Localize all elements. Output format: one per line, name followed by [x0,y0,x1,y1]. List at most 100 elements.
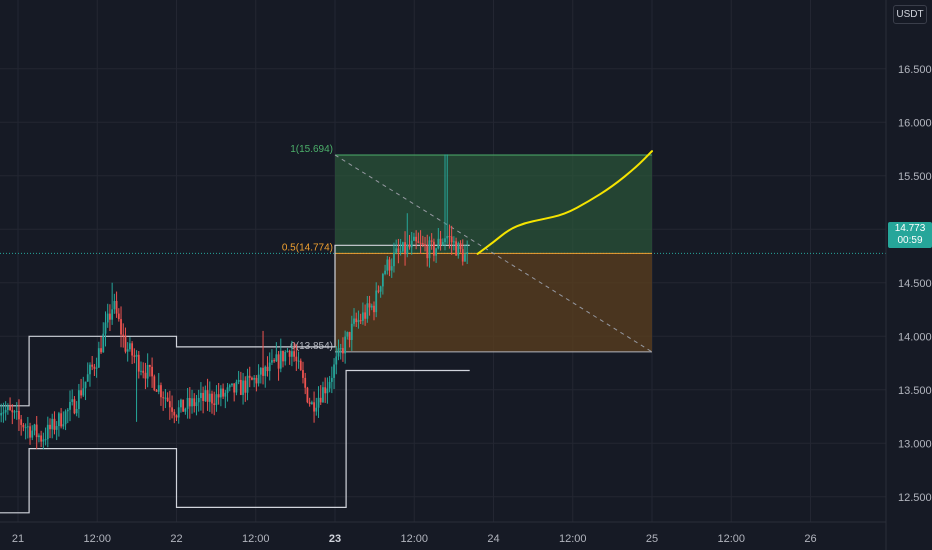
candle-body [437,238,440,249]
candle-body [113,300,116,310]
candle-body [166,397,169,402]
candle-body [368,303,371,308]
candle-body [2,412,5,414]
candle-body [450,236,453,243]
candle-body [297,360,300,362]
candle-body [20,419,23,425]
candle-body [273,360,276,362]
candle-body [62,424,65,427]
candle-body [135,354,138,357]
candle-body [381,274,384,287]
candle-body [38,435,40,438]
candle-body [160,385,162,398]
candle-body [222,388,224,397]
candle-body [452,241,455,243]
candle-body [435,248,438,256]
currency-badge[interactable]: USDT [893,5,927,24]
candle-body [262,367,264,376]
time-axis[interactable]: 21 12:00 22 12:00 23 12:00 24 12:00 25 12:00 26 [0,521,886,545]
fib-label: 0.5(14.774) [282,242,333,253]
candle-body [379,286,382,292]
candle-body [313,402,315,412]
candle-body [386,259,389,271]
candle-body [4,409,7,413]
candle-body [397,248,400,252]
x-tick-label: 12:00 [559,533,587,545]
candle-body [428,240,431,259]
candle-body [433,241,435,256]
candle-body [377,290,380,292]
candle-body [40,435,43,442]
fib-trend-line [334,154,653,353]
y-tick-label: 16.500 [898,64,932,76]
candle-body [268,362,271,372]
candle-body [60,413,63,427]
candle-body [404,242,406,255]
candle-body [406,244,409,255]
candle-body [44,439,47,441]
candle-body [191,398,193,407]
candle-body [186,397,189,409]
candle-body [244,380,247,393]
x-tick-label: 23 [329,533,341,545]
candle-body [46,424,49,440]
candle-body [182,399,185,412]
candle-body [26,426,29,428]
projection-line[interactable] [476,150,653,255]
candle-body [235,381,238,393]
candle-body [9,406,11,411]
candle-body [255,377,258,384]
fib-label: 1(15.694) [290,144,333,155]
candle-body [173,411,176,416]
candle-body [106,313,109,323]
candle-body [242,380,244,395]
candle-body [335,356,338,365]
candle-body [424,244,426,246]
candle-body [461,249,464,262]
candle-body [464,254,466,262]
y-tick-label: 16.000 [898,117,932,129]
candle-body [239,379,242,395]
candle-body [208,393,211,402]
candle-body [206,390,209,402]
candle-body [248,375,251,378]
x-tick-label: 21 [12,533,24,545]
candle-body [144,372,147,379]
candle-body [91,364,94,367]
channel-upper-line [0,244,470,407]
candle-body [86,374,89,382]
candle-body [430,240,433,242]
candle-body [217,394,220,398]
candle-body [322,387,324,403]
x-tick-label: 12:00 [717,533,745,545]
price-axis[interactable]: 16.50016.00015.50015.00014.50014.00013.5… [885,0,932,550]
candle-body [200,392,202,398]
candle-body [33,424,36,431]
candle-body [384,270,386,275]
candle-body [308,402,311,405]
candle-body [290,351,293,357]
candle-body [388,259,391,271]
candle-body [439,238,442,246]
candle-body [219,388,222,398]
candle-body [177,407,180,418]
candle-body [0,413,3,416]
candle-body [373,305,375,313]
candle-body [441,242,444,246]
price-channel[interactable] [0,244,470,514]
projection-path [476,150,653,255]
candle-body [102,333,105,353]
candle-body [140,370,142,372]
candle-body [361,312,364,321]
candle-body [146,365,149,379]
x-tick-label: 25 [646,533,658,545]
candle-body [124,335,127,352]
bar-countdown: 00:59 [897,235,923,246]
candle-body [286,350,289,352]
x-tick-label: 24 [487,533,499,545]
candle-body [117,313,120,320]
candle-body [175,415,178,418]
candle-body [426,245,429,259]
candle-body [195,402,198,407]
